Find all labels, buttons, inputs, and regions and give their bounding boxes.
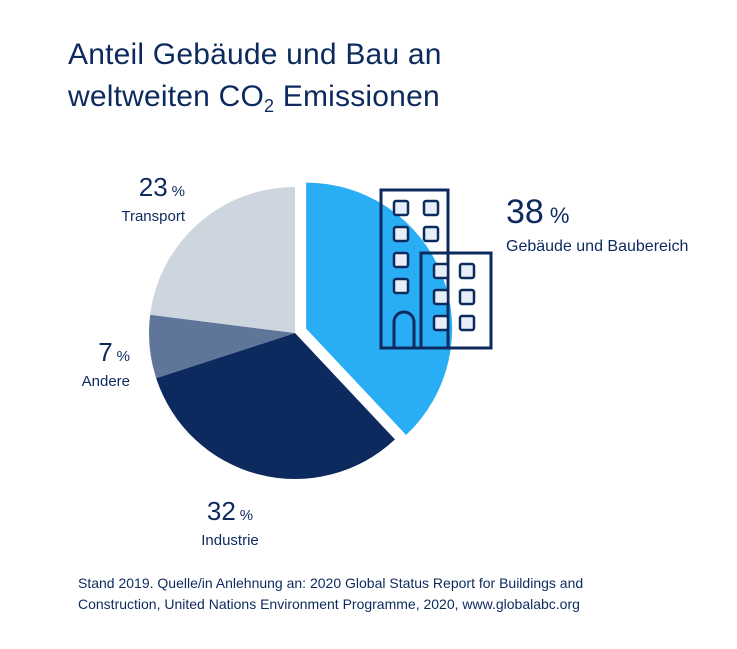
tower-window-0 [392,199,410,217]
pie-slices [148,182,453,479]
annex-window-3 [458,288,476,306]
tower-window-3 [422,225,440,243]
category-label-slice-1: Industrie [201,532,259,549]
label-slice-2: 7% Andere [40,337,130,392]
annex-window-5 [458,314,476,332]
source-note: Stand 2019. Quelle/in Anlehnung an: 2020… [78,573,698,615]
chart-title: Anteil Gebäude und Bau an weltweiten CO2… [68,34,668,118]
category-label-slice-0: Gebäude und Baubereich [506,238,689,255]
value-label-slice-0: 38% [506,193,570,231]
value-label-slice-1: 32% [206,496,254,526]
category-label-slice-2: Andere [81,373,130,390]
label-slice-0: 38% Gebäude und Baubereich [506,193,688,257]
tower-window-1 [422,199,440,217]
label-slice-1: 32% Industrie [170,496,290,551]
source-note-line-2: Construction, United Nations Environment… [78,596,580,612]
title-line-2: weltweiten CO2 Emissionen [68,80,440,116]
pie-slice-1 [156,333,395,479]
annex-outline [419,251,493,350]
annex-window-0 [432,262,450,280]
pie-slice-3 [150,187,295,333]
tower-window-2 [392,225,410,243]
tower-window-5 [392,277,410,295]
source-note-line-1: Stand 2019. Quelle/in Anlehnung an: 2020… [78,575,584,591]
title-line-1: Anteil Gebäude und Bau an [68,38,442,71]
pie-slice-0 [306,182,453,436]
value-label-slice-2: 7% [98,337,130,367]
buildings-icon [379,188,493,350]
pie-slice-2 [148,314,295,379]
category-label-slice-3: Transport [121,208,185,225]
annex-window-1 [458,262,476,280]
tower-window-4 [392,251,410,269]
door [392,310,416,348]
annex-window-4 [432,314,450,332]
label-slice-3: 23% Transport [75,172,185,227]
value-label-slice-3: 23% [138,172,185,202]
annex-window-2 [432,288,450,306]
